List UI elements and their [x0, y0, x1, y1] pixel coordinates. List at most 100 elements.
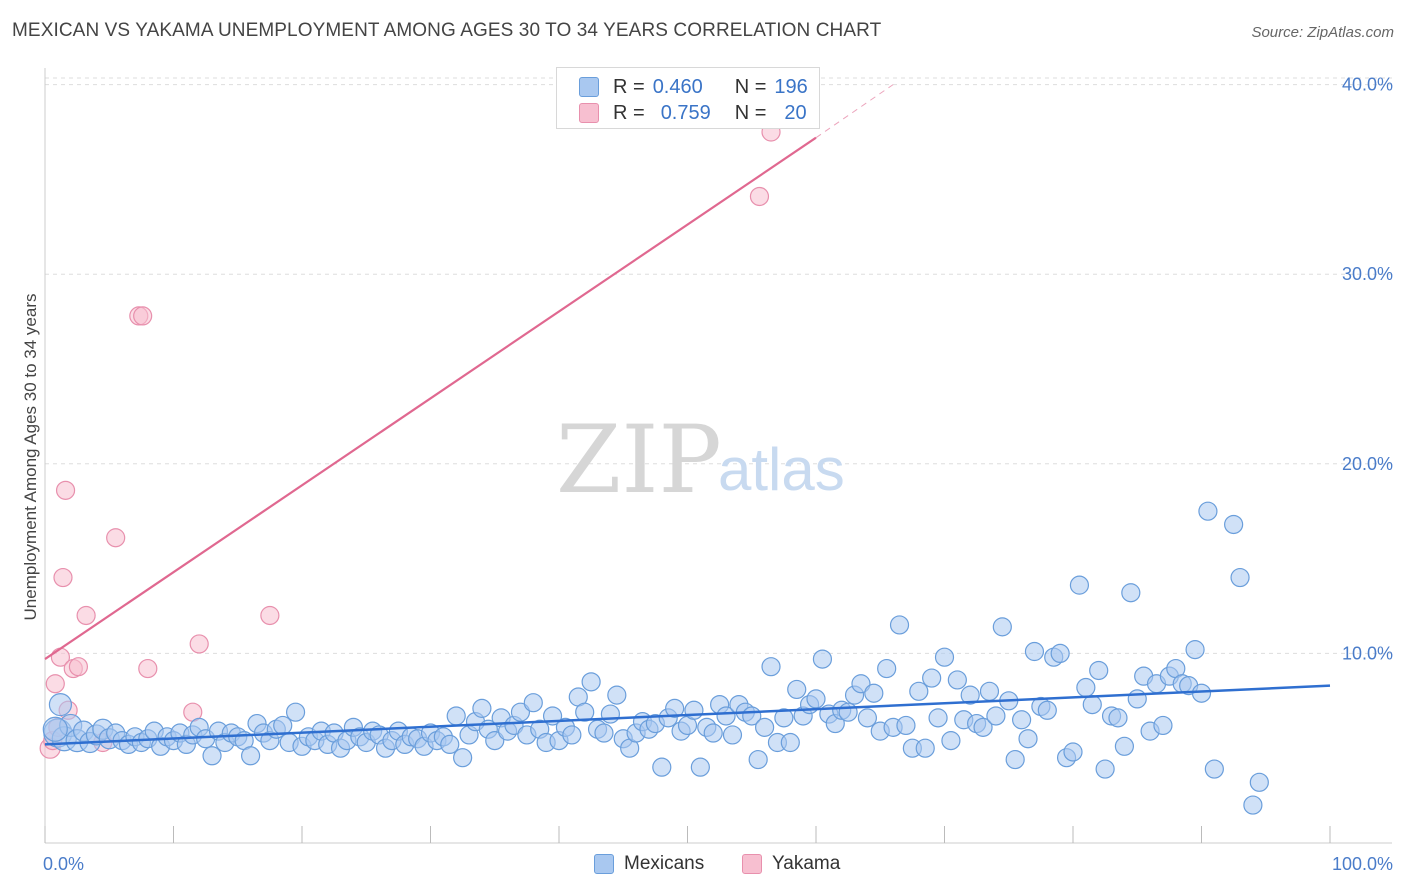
- data-point: [1082, 694, 1102, 715]
- y-tick-label: 40.0%: [1342, 75, 1393, 95]
- x-tick-label: 0.0%: [43, 854, 84, 874]
- data-point: [1230, 567, 1250, 588]
- data-point: [877, 658, 897, 679]
- data-point: [1011, 710, 1032, 730]
- data-point: [1185, 640, 1205, 660]
- mexicans-legend-swatch: [594, 854, 614, 874]
- data-point: [864, 683, 884, 703]
- data-point: [941, 731, 961, 751]
- legend-row-mexicans: R = 0.460 N = 196: [579, 75, 808, 99]
- data-point: [1108, 708, 1128, 728]
- data-point: [787, 679, 807, 700]
- data-point: [896, 715, 916, 736]
- yakama-trend-extension: [815, 84, 894, 139]
- data-point: [1005, 749, 1025, 770]
- watermark-zip: ZIP: [556, 406, 722, 515]
- data-point: [1050, 643, 1070, 664]
- data-point: [928, 708, 948, 728]
- y-tick-label: 20.0%: [1342, 454, 1393, 474]
- bottom-legend-mexicans: Mexicans: [594, 852, 704, 876]
- legend-n-label: N =: [734, 75, 767, 98]
- legend-r-label: R =: [613, 101, 645, 124]
- data-point: [1121, 583, 1141, 603]
- data-point: [42, 716, 68, 742]
- data-point: [665, 698, 685, 718]
- data-point: [53, 567, 73, 588]
- data-point: [960, 685, 980, 705]
- y-axis-label: Unemployment Among Ages 30 to 34 years: [21, 294, 40, 621]
- data-point: [472, 698, 492, 718]
- data-point: [575, 702, 595, 722]
- mexicans-trend-line: [44, 684, 1331, 746]
- data-point: [594, 723, 614, 743]
- data-point: [600, 704, 621, 724]
- data-point: [133, 306, 153, 326]
- data-point: [1063, 742, 1083, 762]
- data-point: [979, 681, 1000, 701]
- data-point: [690, 757, 710, 777]
- mexicans-swatch: [579, 77, 599, 97]
- data-point: [241, 746, 261, 766]
- data-point: [485, 731, 505, 751]
- data-point: [202, 746, 222, 766]
- mexicans-points: [42, 501, 1269, 815]
- data-point: [851, 674, 871, 694]
- data-point: [947, 670, 967, 690]
- data-point: [748, 749, 768, 770]
- data-point: [812, 649, 833, 669]
- data-point: [260, 605, 280, 626]
- data-point: [703, 723, 723, 743]
- data-point: [754, 717, 775, 737]
- data-point: [523, 693, 543, 713]
- data-point: [1095, 759, 1115, 779]
- data-point: [106, 528, 126, 548]
- y-tick-label: 10.0%: [1342, 643, 1393, 663]
- watermark: ZIP atlas: [556, 406, 845, 515]
- data-point: [48, 692, 73, 717]
- data-point: [1224, 514, 1244, 535]
- data-point: [1024, 641, 1045, 662]
- data-point: [1127, 689, 1147, 709]
- data-point: [774, 708, 794, 728]
- data-point: [1198, 501, 1218, 521]
- data-point: [1018, 729, 1038, 749]
- x-tick-label: 100.0%: [1332, 854, 1393, 874]
- data-point: [922, 668, 942, 688]
- data-point: [934, 647, 955, 667]
- data-point: [68, 657, 89, 677]
- yakama-legend-swatch: [742, 854, 762, 874]
- correlation-legend: R = 0.460 N = 196 R = 0.759 N = 20: [556, 67, 820, 129]
- legend-n-value: 20: [784, 101, 807, 124]
- data-point: [55, 480, 76, 500]
- chart-title: MEXICAN VS YAKAMA UNEMPLOYMENT AMONG AGE…: [12, 20, 882, 41]
- yakama-legend-label: Yakama: [772, 853, 841, 874]
- yakama-swatch: [579, 103, 599, 123]
- data-point: [1076, 677, 1096, 698]
- data-point: [45, 674, 65, 694]
- legend-r-value: 0.759: [660, 101, 711, 124]
- data-point: [1204, 759, 1224, 779]
- data-point: [1243, 795, 1263, 815]
- data-point: [446, 706, 466, 726]
- axes: [44, 68, 1392, 844]
- data-point: [189, 634, 209, 654]
- source-label: Source: ZipAtlas.com: [1251, 24, 1394, 41]
- data-point: [992, 617, 1012, 637]
- legend-n-value: 196: [774, 75, 808, 98]
- data-point: [889, 615, 910, 635]
- data-point: [1191, 683, 1212, 703]
- data-point: [915, 738, 935, 758]
- bottom-legend-yakama: Yakama: [742, 852, 840, 876]
- data-point: [1089, 660, 1109, 681]
- gridlines: [45, 77, 1392, 654]
- data-point: [285, 702, 306, 722]
- data-point: [806, 689, 826, 709]
- data-point: [1153, 715, 1173, 736]
- tick-labels: 10.0% 20.0% 30.0% 40.0% 0.0% 100.0%: [43, 75, 1393, 874]
- data-point: [440, 734, 460, 755]
- data-point: [780, 732, 800, 753]
- yakama-trend-line: [44, 136, 817, 660]
- data-point: [562, 725, 582, 745]
- legend-r-value: 0.460: [652, 75, 703, 98]
